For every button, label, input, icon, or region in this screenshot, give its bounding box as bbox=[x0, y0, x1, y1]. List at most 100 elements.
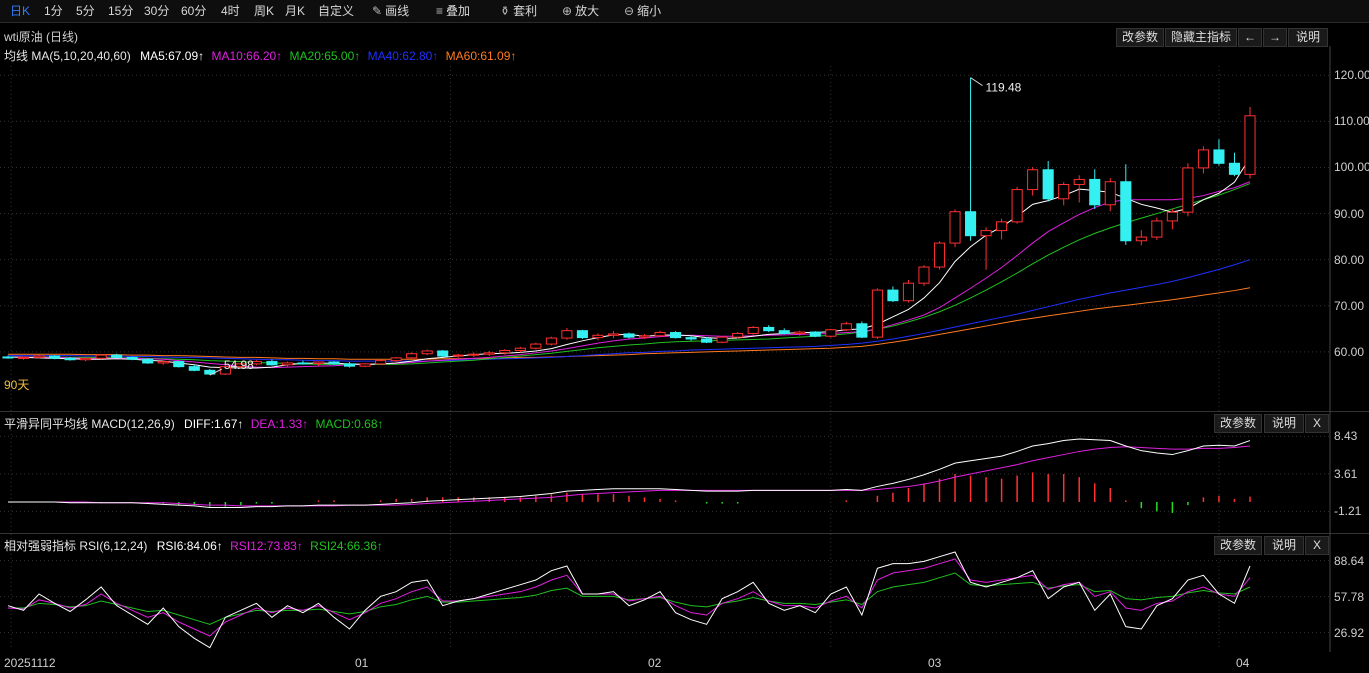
candle-body bbox=[670, 332, 682, 339]
hide-main-indicator-button[interactable]: 隐藏主指标 bbox=[1165, 28, 1237, 47]
candle-body bbox=[623, 333, 635, 338]
candle-body bbox=[266, 361, 278, 366]
macd-dea-line bbox=[8, 445, 1251, 507]
tool-stack-button[interactable]: ≡ 叠加 bbox=[436, 3, 470, 19]
period-tab-7[interactable]: 周K bbox=[254, 4, 275, 18]
date-axis-label: 01 bbox=[355, 656, 369, 670]
low-marker bbox=[209, 368, 223, 376]
help-button[interactable]: 说明 bbox=[1288, 28, 1328, 47]
candle-body bbox=[281, 362, 293, 366]
candle-body bbox=[1011, 189, 1023, 223]
macd-diff-line bbox=[8, 438, 1251, 508]
macd-axis-tick: 3.61 bbox=[1334, 466, 1358, 481]
period-tab-4[interactable]: 30分 bbox=[144, 4, 170, 18]
high-marker bbox=[970, 77, 983, 87]
period-tab-0[interactable]: 日K bbox=[10, 4, 31, 18]
rsi24-line bbox=[8, 572, 1251, 625]
price-axis-tick: 110.00 bbox=[1334, 114, 1369, 129]
candle-body bbox=[949, 211, 961, 244]
ma5-value: MA5:67.09↑ bbox=[140, 49, 205, 63]
ma20-value: MA20:65.00↑ bbox=[289, 49, 361, 63]
candle-body bbox=[965, 211, 977, 237]
macd-legend: 平滑异同平均线 MACD(12,26,9) DIFF:1.67↑ DEA:1.3… bbox=[4, 415, 384, 432]
period-tab-2[interactable]: 5分 bbox=[76, 4, 95, 18]
tool-label: 缩小 bbox=[637, 4, 662, 18]
candle-body bbox=[747, 326, 759, 334]
ma10-line bbox=[8, 181, 1251, 369]
rsi6-line bbox=[7, 551, 1251, 649]
period-tab-8[interactable]: 月K bbox=[285, 4, 306, 18]
candle-body bbox=[654, 332, 666, 337]
arrow-left-icon[interactable]: ← bbox=[1238, 28, 1262, 47]
macd-help-button[interactable]: 说明 bbox=[1264, 414, 1304, 433]
candle-body bbox=[778, 330, 790, 334]
candle-body bbox=[17, 356, 30, 359]
candle-body bbox=[297, 362, 309, 365]
candle-body bbox=[902, 282, 914, 302]
rsi-axis-tick: 26.92 bbox=[1334, 625, 1365, 640]
period-tab-6[interactable]: 4时 bbox=[221, 4, 240, 18]
candle-body bbox=[344, 363, 356, 367]
candle-body bbox=[1166, 211, 1178, 222]
ma40-value: MA40:62.80↑ bbox=[367, 49, 439, 63]
period-tab-5[interactable]: 60分 bbox=[181, 4, 207, 18]
macd-dea-value: DEA:1.33↑ bbox=[250, 417, 309, 431]
candle-body bbox=[126, 356, 138, 360]
stack-icon: ≡ bbox=[436, 4, 444, 18]
date-axis-label: 20251112 bbox=[4, 656, 56, 670]
candle-body bbox=[328, 361, 340, 365]
candle-body bbox=[918, 266, 930, 284]
date-axis-label: 04 bbox=[1236, 656, 1250, 670]
macd-diff-value: DIFF:1.67↑ bbox=[184, 417, 244, 431]
arrow-right-icon[interactable]: → bbox=[1263, 28, 1287, 47]
period-label: 90天 bbox=[4, 378, 30, 392]
candle-body bbox=[1058, 184, 1070, 200]
ma60-value: MA60:61.09↑ bbox=[445, 49, 517, 63]
macd-axis-tick: 8.43 bbox=[1334, 429, 1358, 444]
candle-body bbox=[685, 337, 697, 340]
rsi-legend: 相对强弱指标 RSI(6,12,24) RSI6:84.06↑ RSI12:73… bbox=[4, 537, 383, 554]
tool-pencil-button[interactable]: ✎ 画线 bbox=[372, 3, 409, 19]
ma60-line bbox=[8, 287, 1251, 360]
candle-body bbox=[1042, 169, 1054, 200]
candle-body bbox=[545, 337, 557, 345]
candle-body bbox=[483, 352, 495, 355]
modify-params-button[interactable]: 改参数 bbox=[1116, 28, 1164, 47]
price-axis-tick: 60.00 bbox=[1334, 344, 1365, 359]
rsi-help-button[interactable]: 说明 bbox=[1264, 536, 1304, 555]
macd-modify-button[interactable]: 改参数 bbox=[1214, 414, 1262, 433]
rsi-axis-tick: 88.64 bbox=[1334, 553, 1365, 568]
candle-body bbox=[452, 354, 464, 357]
candle-body bbox=[840, 323, 852, 331]
candle-body bbox=[33, 355, 45, 358]
macd-close-icon[interactable]: X bbox=[1305, 414, 1329, 433]
ma20-line bbox=[8, 183, 1251, 365]
rsi6-value: RSI6:84.06↑ bbox=[156, 539, 223, 553]
tool-zoom-in-button[interactable]: ⊕ 放大 bbox=[562, 3, 599, 19]
period-tab-3[interactable]: 15分 bbox=[108, 4, 134, 18]
period-tab-9[interactable]: 自定义 bbox=[318, 4, 355, 18]
period-tab-1[interactable]: 1分 bbox=[44, 4, 63, 18]
candle-body bbox=[312, 361, 325, 364]
rsi-modify-button[interactable]: 改参数 bbox=[1214, 536, 1262, 555]
instrument-title: wti原油 (日线) bbox=[4, 30, 78, 44]
candle-body bbox=[157, 361, 169, 364]
pencil-icon: ✎ bbox=[372, 4, 383, 18]
candle-body bbox=[576, 330, 588, 339]
candle-body bbox=[887, 289, 899, 302]
tool-moneybag-button[interactable]: ⚱ 套利 bbox=[500, 3, 537, 19]
candle-body bbox=[809, 331, 821, 337]
tool-zoom-out-button[interactable]: ⊖ 缩小 bbox=[624, 3, 661, 19]
rsi-indicator-name: 相对强弱指标 RSI(6,12,24) bbox=[4, 539, 148, 553]
instrument-title-row: wti原油 (日线) bbox=[0, 25, 1369, 45]
low-label: 54.98 bbox=[224, 358, 254, 372]
moneybag-icon: ⚱ bbox=[500, 4, 511, 18]
candle-body bbox=[80, 357, 92, 361]
tool-label: 套利 bbox=[513, 4, 538, 18]
price-axis-tick: 120.00 bbox=[1334, 68, 1369, 83]
date-axis-label: 02 bbox=[648, 656, 662, 670]
candle-body bbox=[1027, 169, 1039, 191]
zoom-out-icon: ⊖ bbox=[624, 4, 635, 18]
rsi-close-icon[interactable]: X bbox=[1305, 536, 1329, 555]
